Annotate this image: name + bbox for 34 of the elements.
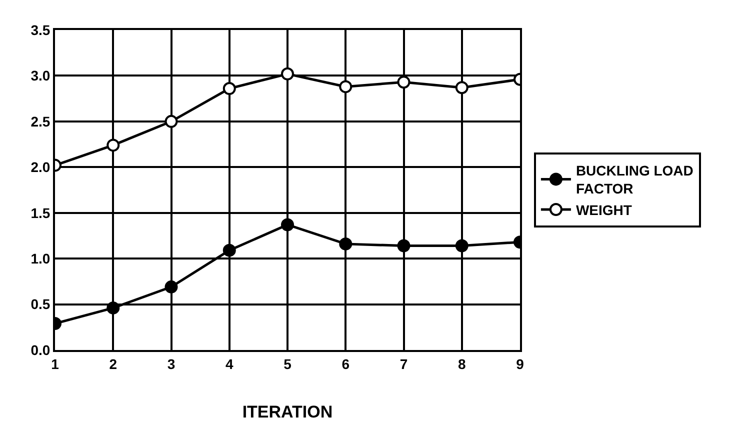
legend-label: WEIGHT [576,202,632,218]
point [397,239,410,252]
point [455,81,468,94]
point [281,218,294,232]
point [106,301,120,314]
x-tick-label: 4 [225,356,234,372]
point [455,239,468,252]
x-tick-label: 9 [516,356,524,372]
x-axis-title: ITERATION [242,402,333,422]
point [164,280,178,294]
point [222,244,236,257]
legend-label: BUCKLING LOAD FACTOR [576,162,694,197]
point [106,138,120,152]
y-tick-label: 0.5 [30,296,50,312]
y-tick-label: 3.5 [30,22,50,38]
point [397,76,410,89]
point [281,67,294,80]
y-tick-label: 3.0 [30,68,50,84]
x-tick-label: 3 [167,356,176,372]
x-tick-label: 1 [51,356,60,372]
point [222,82,236,96]
y-tick-label: 2.0 [30,159,50,176]
x-tick-label: 7 [400,356,408,372]
y-tick-label: 0.0 [30,342,50,358]
point [339,237,352,250]
y-tick-label: 1.5 [30,204,50,221]
y-tick-label: 2.5 [30,113,50,130]
x-tick-label: 6 [342,356,350,372]
point [339,80,352,94]
x-tick-label: 2 [109,356,118,372]
y-tick-label: 1.0 [30,250,50,266]
point [164,114,178,128]
x-tick-label: 5 [284,356,292,372]
x-tick-label: 8 [458,356,466,372]
